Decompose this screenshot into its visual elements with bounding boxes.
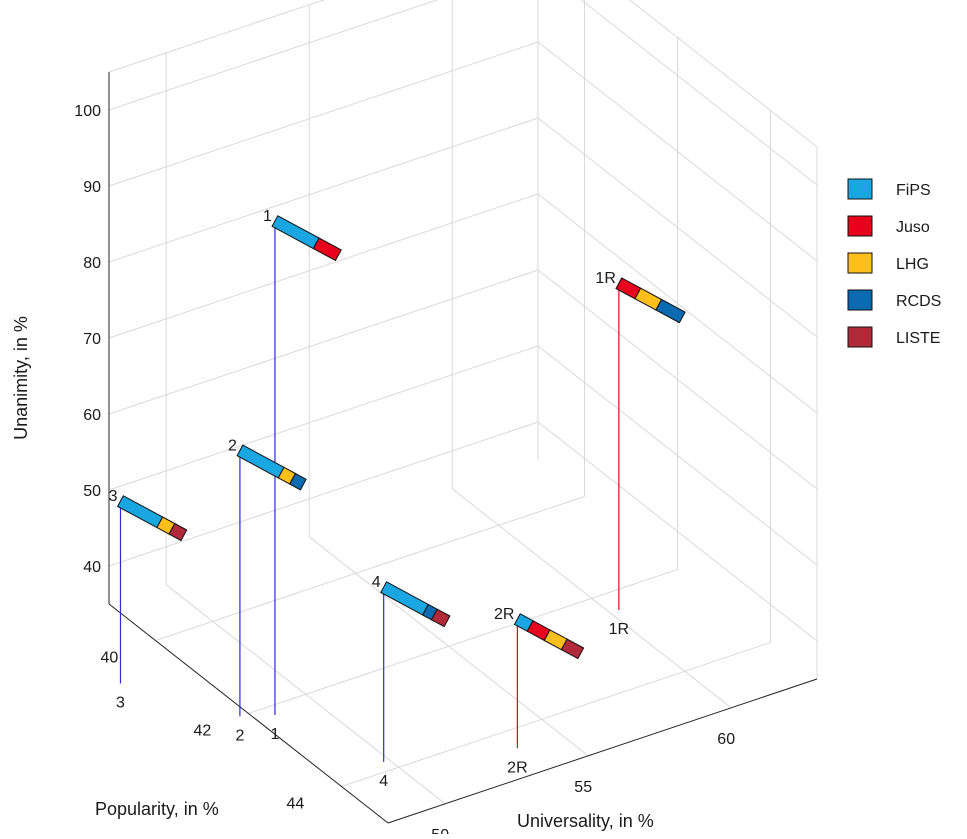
point-label-top: 1 bbox=[263, 208, 272, 225]
bar-segment-rcds bbox=[655, 298, 686, 324]
y-axis-line bbox=[387, 678, 818, 824]
z-axis-label: Unanimity, in % bbox=[11, 316, 31, 440]
wall-grid-line bbox=[108, 421, 539, 567]
floor-grid-line bbox=[165, 584, 446, 805]
wall-grid-line bbox=[537, 193, 818, 414]
point-label-top: 1R bbox=[595, 270, 615, 287]
point-label-base: 2R bbox=[507, 759, 527, 776]
point-label-base: 1 bbox=[271, 726, 280, 743]
bar-segment-liste bbox=[168, 522, 188, 542]
point-label-base: 4 bbox=[379, 773, 388, 790]
wall-grid-line bbox=[108, 41, 539, 187]
point-label-top: 2 bbox=[228, 437, 237, 454]
z-tick-label: 90 bbox=[83, 179, 101, 196]
point-label-base: 3 bbox=[116, 695, 125, 712]
legend-label-rcds: RCDS bbox=[896, 293, 941, 310]
share-bar-4 bbox=[380, 581, 451, 628]
x-tick-label: 40 bbox=[101, 650, 119, 667]
legend: FiPS Juso LHG RCDS LISTE bbox=[847, 178, 941, 348]
legend-swatch-juso bbox=[847, 215, 873, 237]
box-edge bbox=[628, 0, 818, 148]
bar-segment-juso bbox=[312, 237, 342, 262]
wall-grid-line bbox=[537, 269, 818, 490]
point-label-top: 3 bbox=[109, 488, 118, 505]
x-axis-line bbox=[108, 603, 389, 824]
z-tick-label: 40 bbox=[83, 559, 101, 576]
share-bar-2 bbox=[236, 444, 307, 491]
wall-grid-line bbox=[580, 0, 818, 186]
wall-grid-line bbox=[108, 0, 439, 111]
legend-label-liste: LISTE bbox=[896, 330, 940, 347]
bar-segment-fips bbox=[116, 495, 164, 529]
wall-grid-line bbox=[537, 117, 818, 338]
legend-swatch-rcds bbox=[847, 289, 873, 311]
share-bar-1 bbox=[271, 215, 342, 262]
point-label-base: 1R bbox=[609, 621, 629, 638]
floor-grid-line bbox=[341, 642, 771, 787]
share-bar-1R bbox=[615, 277, 686, 324]
wall-grid-line bbox=[108, 269, 539, 415]
legend-label-fips: FiPS bbox=[896, 182, 931, 199]
wall-grid-line bbox=[108, 345, 539, 491]
legend-swatch-liste bbox=[847, 326, 873, 348]
bar-segment-rcds bbox=[289, 472, 307, 491]
wall-grid-line bbox=[108, 193, 539, 339]
z-tick-label: 80 bbox=[83, 255, 101, 272]
share-bar-2R bbox=[513, 613, 585, 660]
tick-labels: 404244505560405060708090100 bbox=[74, 103, 735, 839]
wall-grid-line bbox=[108, 117, 539, 263]
y-tick-label: 60 bbox=[717, 731, 735, 748]
bar-segment-liste bbox=[430, 608, 451, 628]
legend-label-lhg: LHG bbox=[896, 256, 929, 273]
share-bar-3 bbox=[116, 495, 188, 542]
floor-grid-line bbox=[451, 488, 732, 709]
floor-grid-line bbox=[308, 536, 589, 757]
wall-grid-line bbox=[537, 345, 818, 566]
floor-grid-line bbox=[248, 569, 678, 714]
box-edge bbox=[108, 0, 326, 73]
bar-segment-fips bbox=[236, 444, 285, 479]
z-tick-label: 60 bbox=[83, 407, 101, 424]
bar-segment-fips bbox=[271, 215, 320, 250]
point-labels: 1 1 2 2 3 3 4 4 2R 2R 1R 1R bbox=[109, 208, 630, 790]
y-axis-label: Universality, in % bbox=[517, 811, 654, 831]
point-label-top: 2R bbox=[494, 606, 514, 623]
grid-lines bbox=[108, 0, 818, 805]
stems bbox=[119, 221, 620, 762]
x-tick-label: 42 bbox=[194, 723, 212, 740]
floor-grid-line bbox=[155, 496, 585, 641]
y-tick-label: 50 bbox=[431, 827, 449, 834]
legend-label-juso: Juso bbox=[896, 219, 930, 236]
x-axis-label: Popularity, in % bbox=[95, 799, 219, 819]
wall-grid-line bbox=[537, 41, 818, 262]
y-tick-label: 55 bbox=[574, 779, 592, 796]
z-tick-label: 100 bbox=[74, 103, 101, 120]
point-label-base: 2 bbox=[235, 727, 244, 744]
share-bars bbox=[116, 215, 686, 660]
wall-grid-line bbox=[537, 421, 818, 642]
legend-swatch-lhg bbox=[847, 252, 873, 274]
bar-segment-liste bbox=[560, 638, 585, 660]
z-tick-label: 70 bbox=[83, 331, 101, 348]
x-tick-label: 44 bbox=[287, 796, 305, 813]
point-label-top: 4 bbox=[372, 574, 381, 591]
z-tick-label: 50 bbox=[83, 483, 101, 500]
axes bbox=[108, 72, 818, 824]
legend-swatch-fips bbox=[847, 178, 873, 200]
